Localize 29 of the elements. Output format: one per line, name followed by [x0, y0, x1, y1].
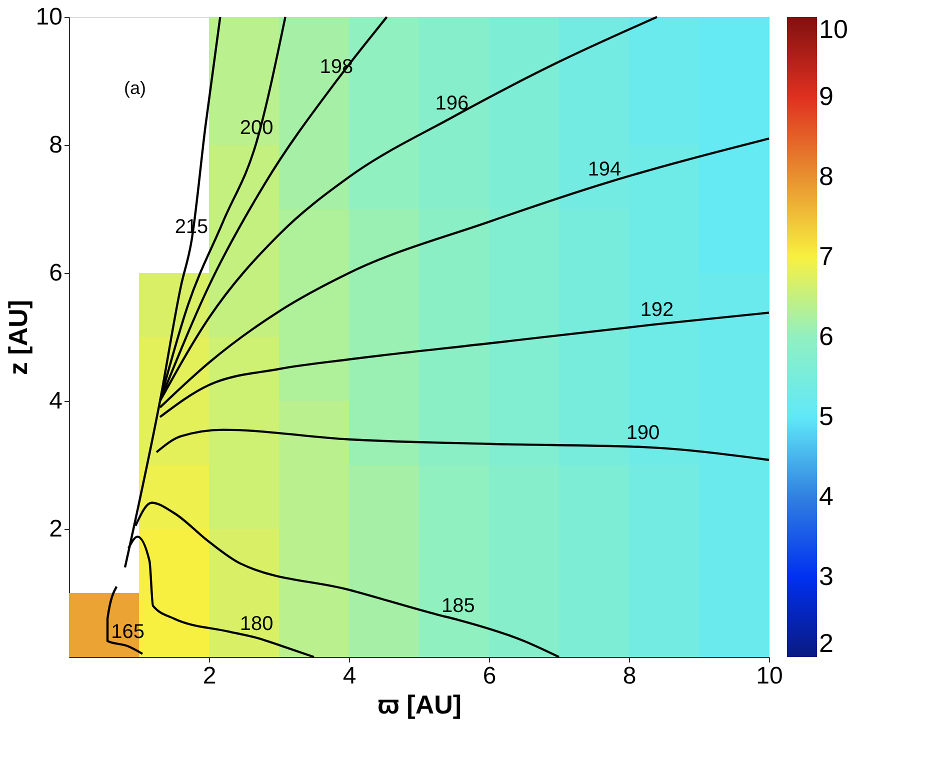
- annotation: 192: [640, 299, 674, 322]
- color-bar-label: 5: [819, 401, 834, 431]
- annotation: 180: [240, 612, 274, 635]
- annotation: 165: [111, 621, 144, 644]
- annotation: (a): [124, 78, 146, 98]
- color-bar-label: 3: [819, 561, 834, 591]
- annotation: 185: [442, 594, 475, 617]
- annotation: 190: [626, 422, 660, 444]
- color-bar-label: 9: [819, 81, 834, 111]
- annotation: 196: [435, 92, 469, 114]
- x-tick-label: 8: [622, 662, 636, 690]
- color-bar-label: 10: [819, 14, 848, 44]
- x-axis-title: ϖ [AU]: [377, 690, 462, 720]
- color-bar-label: 7: [819, 241, 834, 271]
- y-axis-title: z [AU]: [2, 300, 33, 376]
- annotation: 194: [588, 158, 622, 180]
- x-tick-label: 2: [202, 662, 216, 690]
- y-tick-label: 2: [49, 516, 62, 542]
- y-tick-label: 8: [49, 132, 62, 158]
- y-tick-label: 10: [36, 4, 62, 30]
- color-bar-label: 2: [819, 628, 834, 658]
- x-tick-label: 6: [482, 662, 496, 690]
- y-tick-label: 4: [49, 388, 62, 414]
- x-tick-label: 4: [342, 662, 356, 690]
- color-bar-label: 4: [819, 481, 834, 511]
- color-bar-label: 6: [819, 321, 834, 351]
- x-tick-label: 10: [756, 662, 783, 690]
- color-bar-label: 8: [819, 161, 834, 191]
- y-tick-label: 6: [49, 260, 62, 286]
